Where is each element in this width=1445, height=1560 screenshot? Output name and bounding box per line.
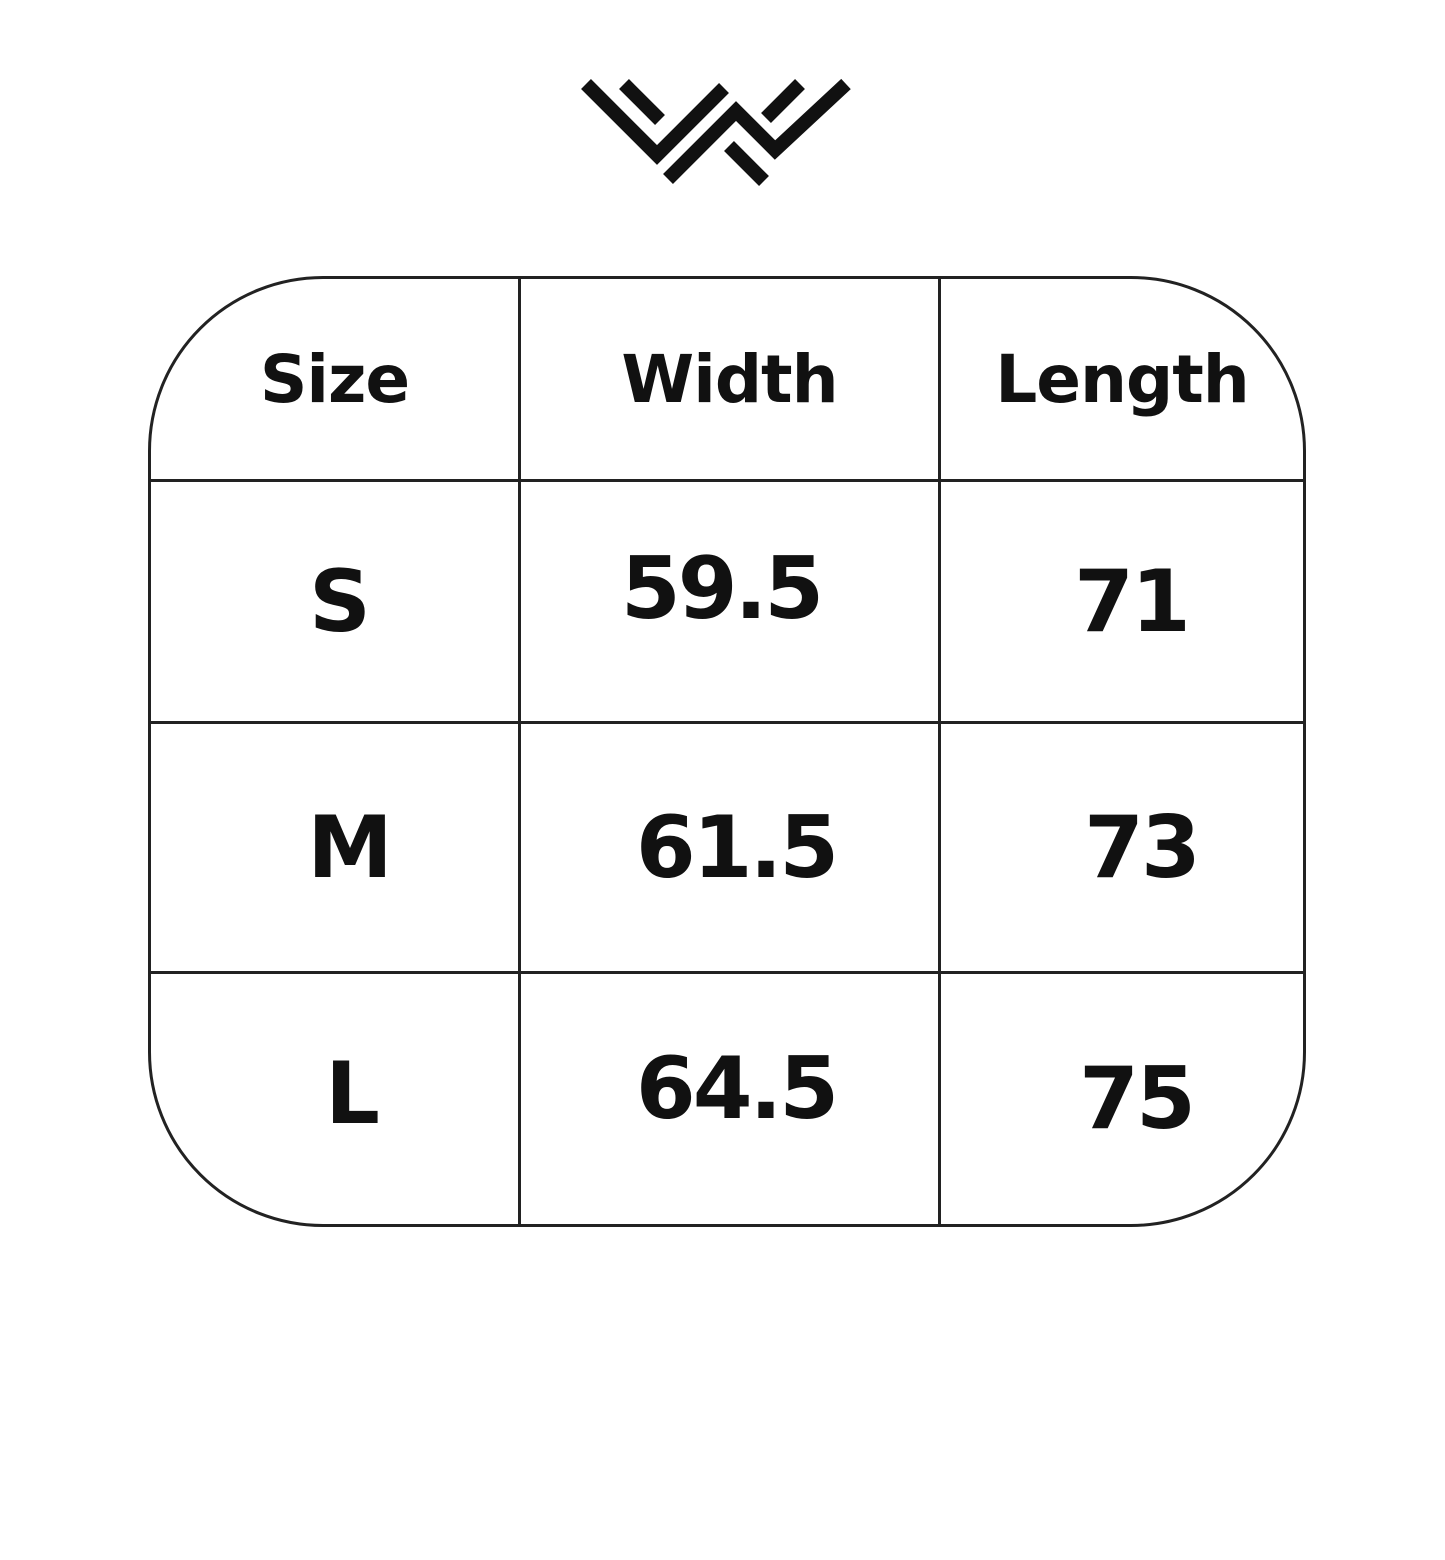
cell-width: 61.5 <box>635 797 839 898</box>
logo-stroke <box>724 141 769 186</box>
cell-size: L <box>325 1044 380 1144</box>
cell-length: 73 <box>1084 797 1201 898</box>
cell-width: 64.5 <box>635 1039 839 1139</box>
size-chart-table: Size Width Length S 59.5 71 M 61.5 73 L … <box>148 276 1306 1227</box>
cell-width: 59.5 <box>620 538 824 639</box>
logo-stroke <box>663 78 851 184</box>
logo-stroke <box>619 79 665 125</box>
column-divider <box>518 279 521 1224</box>
header-width: Width <box>621 340 838 418</box>
cell-size: S <box>309 551 371 652</box>
column-divider <box>938 279 941 1224</box>
row-divider <box>151 721 1303 724</box>
header-length: Length <box>995 340 1250 418</box>
logo-stroke <box>761 79 805 123</box>
logo-stroke <box>581 79 729 165</box>
cell-length: 71 <box>1074 551 1191 652</box>
row-divider <box>151 479 1303 482</box>
header-size: Size <box>259 340 410 418</box>
brand-logo <box>581 78 851 186</box>
cell-size: M <box>307 797 393 898</box>
cell-length: 75 <box>1079 1049 1196 1149</box>
row-divider <box>151 971 1303 974</box>
